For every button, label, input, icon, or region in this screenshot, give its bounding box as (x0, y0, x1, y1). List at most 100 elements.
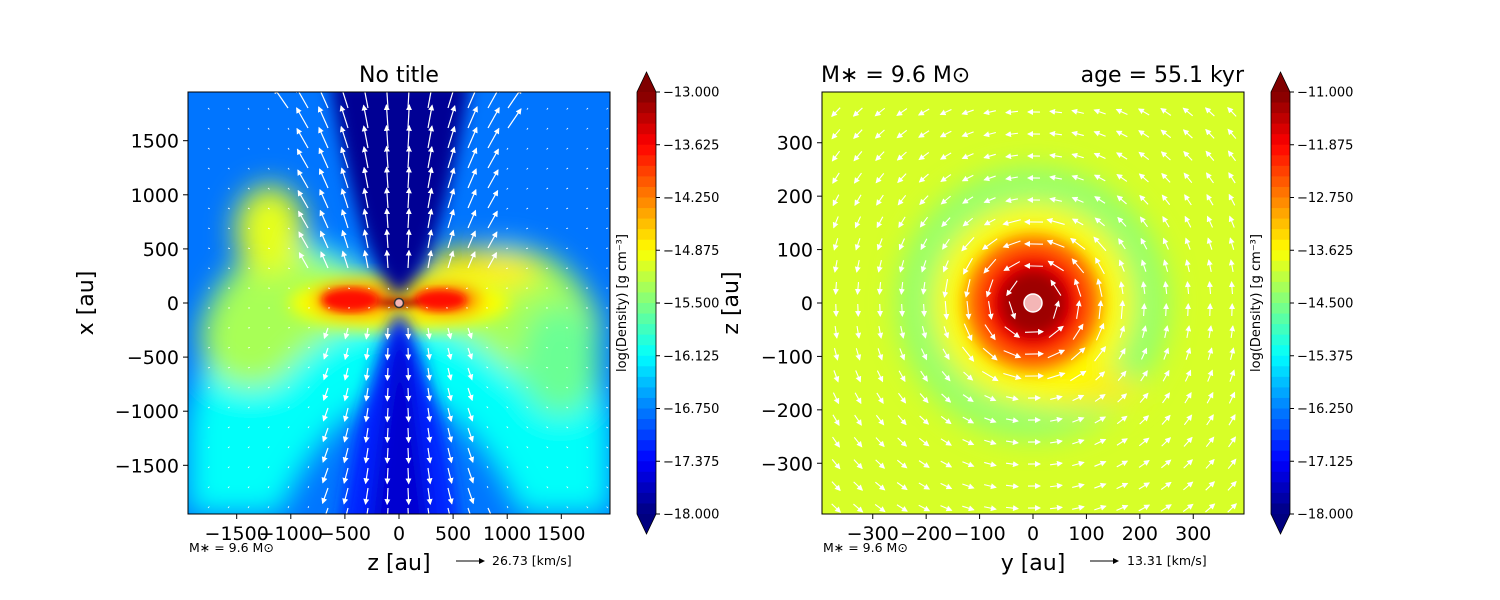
right-velocity-arrow (1008, 301, 1017, 320)
right-colorbar-band (1271, 450, 1290, 462)
left-colorbar-band (637, 366, 656, 378)
left-velocity-arrow (384, 367, 391, 382)
left-velocity-arrow (384, 467, 391, 485)
left-velocity-arrow (427, 208, 434, 229)
right-velocity-arrow (1003, 261, 1021, 271)
right-velocity-arrow (1094, 217, 1105, 227)
left-velocity-arrow (322, 347, 329, 360)
right-velocity-arrow (1139, 392, 1149, 403)
left-velocity-arrow (207, 207, 210, 210)
right-velocity-arrow (1161, 437, 1172, 447)
left-velocity-arrow (605, 367, 609, 369)
right-velocity-arrow (897, 415, 907, 426)
left-velocity-arrow (546, 187, 549, 190)
right-velocity-arrow (920, 260, 927, 273)
right-velocity-arrow (1138, 130, 1150, 138)
right-velocity-arrow (942, 238, 950, 250)
right-velocity-arrow (1097, 300, 1104, 320)
right-velocity-arrow (1071, 152, 1084, 159)
right-velocity-arrow (1072, 482, 1085, 489)
left-velocity-arrow (267, 207, 270, 210)
right-velocity-arrow (1183, 414, 1193, 426)
right-velocity-arrow (1141, 303, 1148, 317)
right-velocity-arrow (1206, 391, 1214, 404)
right-velocity-arrow (919, 216, 929, 228)
left-velocity-arrow (343, 387, 349, 402)
left-colorbar-band (637, 102, 656, 114)
left-velocity-arrow (227, 227, 230, 230)
left-velocity-arrow (427, 249, 434, 269)
right-velocity-arrow (963, 371, 974, 381)
right-velocity-arrow (1139, 216, 1148, 228)
left-velocity-arrow (467, 209, 477, 229)
left-velocity-arrow (586, 187, 589, 190)
left-velocity-arrow (526, 127, 529, 130)
right-velocity-arrow (1116, 173, 1128, 182)
right-velocity-arrow (1005, 197, 1018, 204)
left-velocity-arrow (307, 406, 310, 409)
right-velocity-arrow (897, 173, 907, 184)
right-colorbar-band (1271, 239, 1290, 251)
right-velocity-arrow (833, 325, 840, 339)
left-colorbar-band (637, 324, 656, 336)
left-velocity-arrow (506, 446, 509, 449)
left-velocity-arrow (247, 347, 251, 349)
left-velocity-arrow (322, 367, 329, 381)
right-velocity-arrow (920, 238, 928, 251)
right-velocity-arrow (832, 281, 839, 295)
left-velocity-arrow (605, 386, 609, 389)
right-velocity-arrow (1141, 325, 1148, 338)
left-velocity-arrow (307, 486, 310, 489)
left-velocity-arrow (546, 127, 549, 130)
left-velocity-arrow (227, 247, 231, 249)
left-colorbar-band (637, 429, 656, 441)
right-y-tick-label: 100 (777, 240, 813, 262)
right-star-marker (1023, 293, 1043, 313)
right-velocity-arrow (940, 505, 953, 512)
left-velocity-arrow (585, 366, 589, 369)
right-velocity-arrow (1094, 346, 1107, 362)
right-velocity-arrow (1024, 328, 1044, 335)
right-velocity-arrow (1138, 151, 1150, 161)
right-colorbar-band (1271, 144, 1290, 156)
left-velocity-arrow (526, 207, 529, 210)
right-velocity-arrow (1140, 259, 1147, 272)
left-velocity-arrow (287, 426, 290, 429)
left-velocity-arrow (526, 406, 529, 409)
right-velocity-arrow (982, 347, 998, 361)
right-velocity-arrow (1073, 278, 1082, 297)
right-velocity-arrow (1049, 482, 1063, 489)
left-velocity-arrow (247, 446, 250, 449)
right-velocity-arrow (1228, 413, 1236, 426)
right-velocity-arrow (1003, 372, 1022, 380)
right-velocity-arrow (1185, 325, 1192, 338)
left-velocity-arrow (342, 407, 349, 423)
left-velocity-arrow (247, 406, 250, 409)
right-velocity-arrow (962, 505, 975, 512)
left-velocity-arrow (384, 327, 391, 340)
left-velocity-arrow (606, 426, 609, 429)
right-velocity-arrow (1229, 347, 1236, 360)
right-velocity-arrow (896, 108, 908, 116)
right-velocity-arrow (1182, 107, 1194, 117)
left-colorbar-band (637, 113, 656, 125)
left-velocity-arrow (227, 107, 230, 110)
left-velocity-arrow (287, 386, 290, 389)
left-colorbar-band (637, 281, 656, 294)
left-velocity-arrow (506, 207, 509, 210)
left-velocity-arrow (445, 287, 449, 289)
left-colorbar-band (637, 303, 656, 315)
right-velocity-arrow (983, 175, 996, 182)
left-velocity-arrow (447, 188, 456, 209)
left-velocity-arrow (322, 387, 329, 402)
left-velocity-arrow (586, 147, 589, 150)
right-velocity-arrow (1005, 417, 1019, 424)
left-colorbar-band (637, 144, 656, 156)
right-colorbar-band (1271, 313, 1290, 325)
left-velocity-arrow (507, 108, 522, 129)
left-velocity-arrow (405, 249, 412, 269)
right-velocity-arrow (875, 173, 885, 184)
right-mass-note: M∗ = 9.6 M⊙ (823, 540, 908, 555)
right-velocity-arrow (1183, 150, 1193, 161)
left-velocity-arrow (546, 386, 549, 389)
